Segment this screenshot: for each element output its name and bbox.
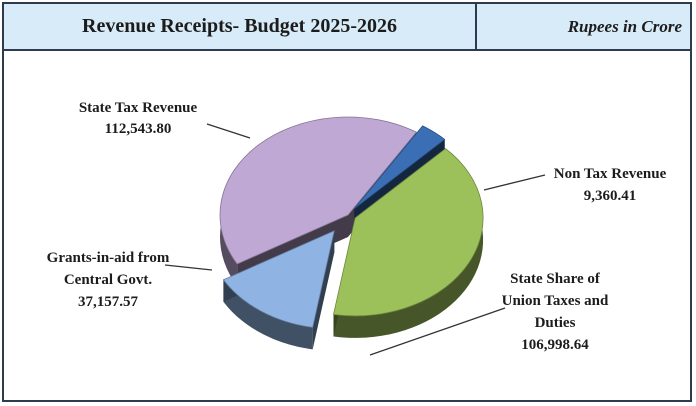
chart-header: Revenue Receipts- Budget 2025-2026 Rupee… [4, 4, 690, 51]
slice-side-2 [333, 148, 484, 338]
label-grants-line2: Central Govt. [64, 272, 153, 288]
leader-line-union-share [369, 307, 506, 356]
title-box: Revenue Receipts- Budget 2025-2026 [4, 4, 477, 49]
pie-slice-grants-in-aid-from-central-govt [222, 230, 335, 328]
label-union-share-line1: State Share of [510, 271, 601, 287]
pie-slice-non-tax-revenue [353, 125, 446, 210]
pie-slices [219, 116, 484, 350]
leader-line-grants [164, 264, 213, 271]
label-state-tax-value: 112,543.80 [105, 121, 172, 137]
slice-face-3-0 [312, 230, 335, 350]
leader-line-non-tax [483, 174, 546, 191]
slice-side-3 [223, 279, 313, 350]
leader-line-state-tax [206, 123, 251, 139]
pie-slice-state-share-of-union-taxes-and-duties [333, 148, 484, 317]
label-grants-value: 37,157.57 [78, 294, 139, 310]
label-state-tax-name: State Tax Revenue [79, 100, 198, 116]
label-non-tax-value: 9,360.41 [584, 188, 637, 204]
chart-title: Revenue Receipts- Budget 2025-2026 [82, 15, 397, 37]
pie-slice-state-tax-revenue [219, 116, 417, 265]
label-union-share-line2: Union Taxes and [502, 293, 609, 309]
label-union-share-value: 106,998.64 [521, 337, 589, 353]
label-non-tax-name: Non Tax Revenue [554, 166, 667, 182]
unit-label: Rupees in Crore [567, 17, 682, 36]
label-union-share-line3: Duties [535, 315, 576, 331]
label-grants-line1: Grants-in-aid from [47, 250, 170, 266]
